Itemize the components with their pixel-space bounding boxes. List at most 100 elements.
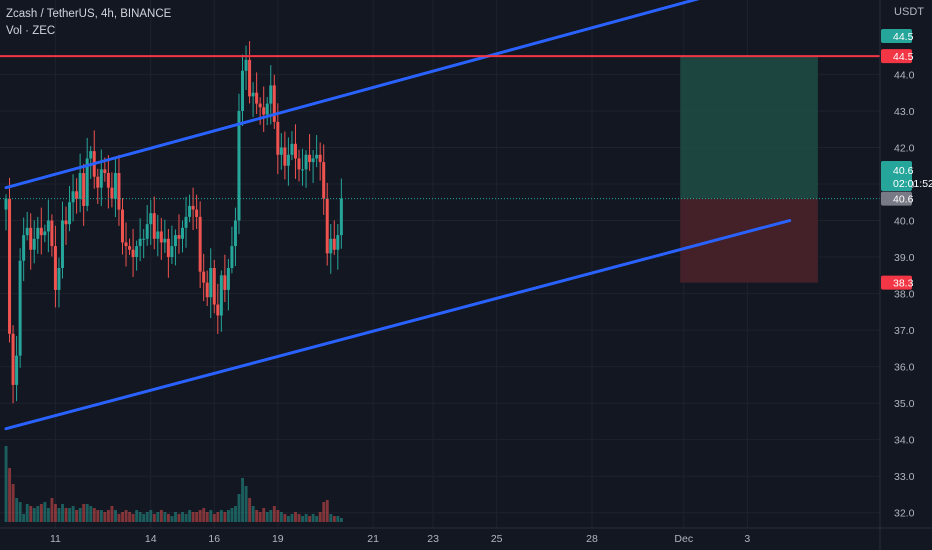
candle-body	[244, 59, 248, 71]
candle-body	[262, 107, 266, 115]
candle-body	[237, 110, 241, 221]
volume-bar	[124, 510, 128, 522]
volume-bar	[339, 518, 343, 522]
volume-bar	[170, 516, 174, 522]
volume-bar	[311, 514, 315, 522]
volume-bar	[195, 512, 199, 522]
candle-body	[170, 246, 174, 258]
candle-body	[258, 103, 262, 108]
candle-body	[188, 205, 192, 217]
candle-body	[82, 173, 86, 206]
candle-body	[85, 158, 89, 206]
price-tick-label: 32.0	[894, 508, 915, 520]
volume-bar	[325, 500, 329, 522]
volume-bar	[332, 516, 336, 522]
volume-bar	[114, 510, 117, 522]
candle-body	[25, 227, 29, 236]
volume-bar	[272, 506, 276, 522]
volume-bar	[152, 514, 156, 522]
volume-bar	[216, 512, 220, 522]
time-tick-label: 14	[145, 533, 157, 545]
volume-title: Vol · ZEC	[6, 25, 56, 37]
stop-price-badge	[881, 275, 912, 290]
candle-body	[53, 246, 57, 290]
candle-body	[318, 154, 322, 163]
volume-bar	[248, 498, 252, 522]
volume-bar	[237, 494, 241, 522]
candle-body	[36, 227, 40, 239]
candle-body	[89, 151, 93, 159]
candle-body	[135, 246, 139, 258]
candle-body	[198, 216, 202, 272]
candle-body	[265, 103, 269, 115]
candle-body	[99, 169, 103, 188]
candle-body	[106, 173, 110, 188]
price-tick-label: 39.0	[894, 252, 915, 264]
risk-reward-zone	[680, 56, 818, 283]
candle-body	[301, 169, 305, 171]
volume-bar	[57, 508, 61, 522]
last-price-badge-countdown: 02:01:52	[893, 178, 932, 190]
candle-body	[64, 220, 68, 225]
candle-body	[18, 260, 22, 356]
target-price-badge-text: 44.5	[893, 31, 914, 43]
candle-body	[11, 333, 15, 385]
volume-bar	[78, 508, 82, 522]
volume-bar	[308, 516, 312, 522]
price-tick-label: 42.0	[894, 142, 915, 154]
candle-body	[308, 154, 312, 163]
candle-body	[152, 213, 156, 239]
candle-body	[255, 92, 259, 104]
candle-body	[149, 213, 153, 225]
volume-bar	[265, 512, 269, 522]
volume-bar	[149, 510, 153, 522]
candle-body	[96, 176, 100, 188]
volume-bar	[258, 512, 262, 522]
last-price-badge	[881, 161, 912, 191]
candle-body	[57, 268, 61, 290]
candle-body	[209, 268, 213, 298]
candle-body	[195, 209, 199, 217]
volume-bar	[68, 508, 72, 522]
time-tick-label: 3	[744, 533, 750, 545]
candle-body	[166, 238, 170, 258]
volume-bar	[202, 508, 206, 522]
volume-bar	[198, 510, 202, 522]
time-tick-label: 11	[50, 533, 61, 545]
candle-body	[60, 220, 64, 268]
candle-body	[145, 224, 149, 239]
volume-bar	[290, 514, 294, 522]
volume-bar	[103, 512, 107, 522]
volume-bar	[255, 510, 259, 522]
candle-body	[46, 220, 50, 232]
volume-bar	[315, 516, 319, 522]
volume-bar	[223, 512, 227, 522]
price-tick-label: 37.0	[894, 325, 915, 337]
upper-channel-line	[4, 0, 700, 190]
volume-bar	[46, 508, 50, 522]
volume-bar	[43, 502, 47, 522]
volume-bar	[269, 510, 273, 522]
candle-body	[8, 198, 12, 334]
candle-body	[325, 198, 329, 254]
time-tick-label: 16	[208, 533, 220, 545]
volume-bar	[75, 510, 79, 522]
price-unit-label: USDT	[894, 6, 924, 18]
volume-bar	[128, 512, 132, 522]
volume-bar	[25, 504, 29, 522]
volume-bar	[11, 484, 15, 522]
volume-bar	[209, 510, 213, 522]
volume-bar	[226, 510, 230, 522]
volume-bar	[106, 510, 110, 522]
candle-body	[191, 205, 195, 210]
candle-body	[223, 275, 227, 290]
candle-body	[332, 238, 336, 250]
volume-bar	[174, 512, 177, 522]
volume-bar	[304, 514, 308, 522]
volume-bar	[29, 506, 33, 522]
volume-bar	[145, 512, 149, 522]
candle-body	[297, 158, 301, 170]
last-price-badge-text: 40.6	[893, 165, 914, 177]
volume-bar	[64, 508, 68, 522]
